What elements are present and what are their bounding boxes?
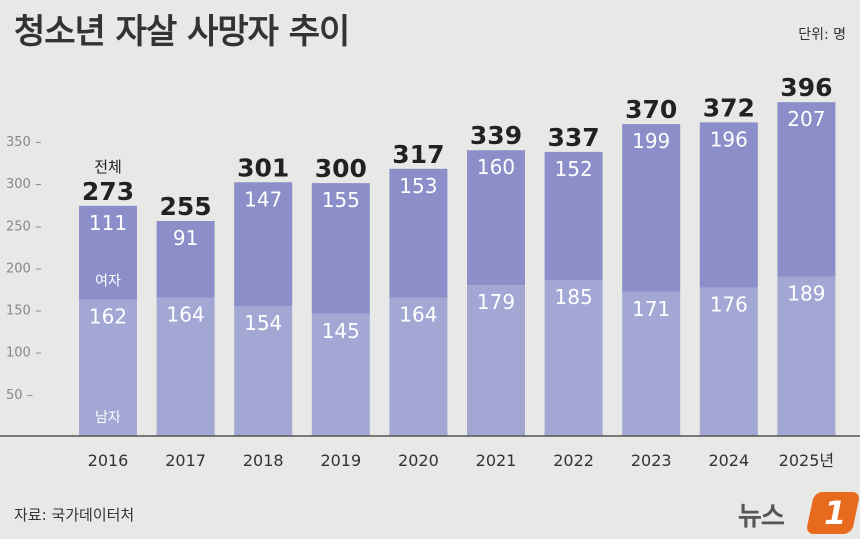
bar-female [389, 168, 448, 298]
bar-male [622, 291, 681, 436]
male-value-label: 164 [399, 303, 437, 327]
bar-female [234, 182, 293, 307]
unit-label: 단위: 명 [798, 27, 846, 43]
female-value-label: 199 [632, 129, 670, 153]
female-value-label: 152 [555, 157, 593, 181]
y-tick-label: 50 – [6, 388, 33, 403]
bar-female [156, 221, 215, 298]
bar-male [311, 313, 370, 436]
news1-logo: 뉴스 1 [738, 492, 860, 536]
series-label-female: 여자 [95, 273, 121, 289]
female-value-label: 153 [399, 174, 437, 198]
male-value-label: 185 [555, 285, 593, 309]
x-tick-label: 2021 [476, 451, 517, 470]
x-tick-label: 2020 [398, 451, 439, 470]
y-tick-label: 200 – [6, 261, 41, 276]
total-value-label: 317 [392, 140, 444, 169]
female-value-label: 147 [244, 187, 282, 211]
x-tick-label: 2018 [243, 451, 284, 470]
bar-male [234, 306, 293, 436]
female-value-label: 155 [322, 188, 360, 212]
y-tick-label: 150 – [6, 304, 41, 319]
chart-title: 청소년 자살 사망자 추이 [14, 12, 350, 52]
total-value-label: 396 [780, 73, 832, 102]
y-tick-label: 350 – [6, 135, 41, 150]
total-value-label: 273 [82, 177, 134, 206]
total-value-label: 301 [237, 153, 289, 182]
logo-mark-text: 1 [824, 494, 847, 532]
x-tick-label: 2016 [88, 451, 129, 470]
bar-female [699, 122, 758, 288]
bar-male [156, 297, 215, 436]
total-value-label: 337 [548, 123, 600, 152]
total-value-label: 372 [703, 93, 755, 122]
logo-text: 뉴스 [738, 502, 785, 532]
male-value-label: 162 [89, 304, 127, 328]
male-value-label: 176 [710, 293, 748, 317]
x-tick-label: 2022 [553, 451, 594, 470]
x-tick-label: 2024 [708, 451, 749, 470]
total-value-label: 300 [315, 154, 367, 183]
bar-male [389, 297, 448, 436]
bar-female [544, 151, 603, 281]
male-value-label: 154 [244, 311, 282, 335]
series-label-male: 남자 [95, 410, 121, 426]
total-label: 전체 [94, 158, 122, 176]
source-label: 자료: 국가데이터처 [14, 506, 135, 524]
male-value-label: 164 [167, 303, 205, 327]
x-tick-label: 2019 [320, 451, 361, 470]
female-value-label: 91 [173, 226, 198, 250]
bar-male [79, 299, 137, 436]
bar-male [467, 285, 525, 436]
male-value-label: 171 [632, 297, 670, 321]
bar-male [544, 280, 603, 436]
total-value-label: 255 [160, 192, 212, 221]
bar-female [311, 183, 370, 314]
bar-female [467, 150, 525, 286]
y-tick-label: 300 – [6, 177, 41, 192]
y-tick-label: 100 – [6, 346, 41, 361]
bar-female [622, 124, 681, 292]
bar-male [699, 287, 758, 436]
bar-female [777, 102, 836, 277]
male-value-label: 189 [787, 282, 825, 306]
x-tick-label: 2017 [165, 451, 206, 470]
x-tick-label: 2025년 [779, 451, 834, 470]
total-value-label: 370 [625, 95, 677, 124]
female-value-label: 160 [477, 155, 515, 179]
female-value-label: 207 [787, 107, 825, 131]
x-tick-label: 2023 [631, 451, 672, 470]
female-value-label: 196 [710, 127, 748, 151]
total-value-label: 339 [470, 121, 522, 150]
male-value-label: 145 [322, 319, 360, 343]
female-value-label: 111 [89, 211, 127, 235]
male-value-label: 179 [477, 290, 515, 314]
bar-male [777, 276, 836, 436]
bar-female [79, 205, 137, 300]
y-tick-label: 250 – [6, 219, 41, 234]
